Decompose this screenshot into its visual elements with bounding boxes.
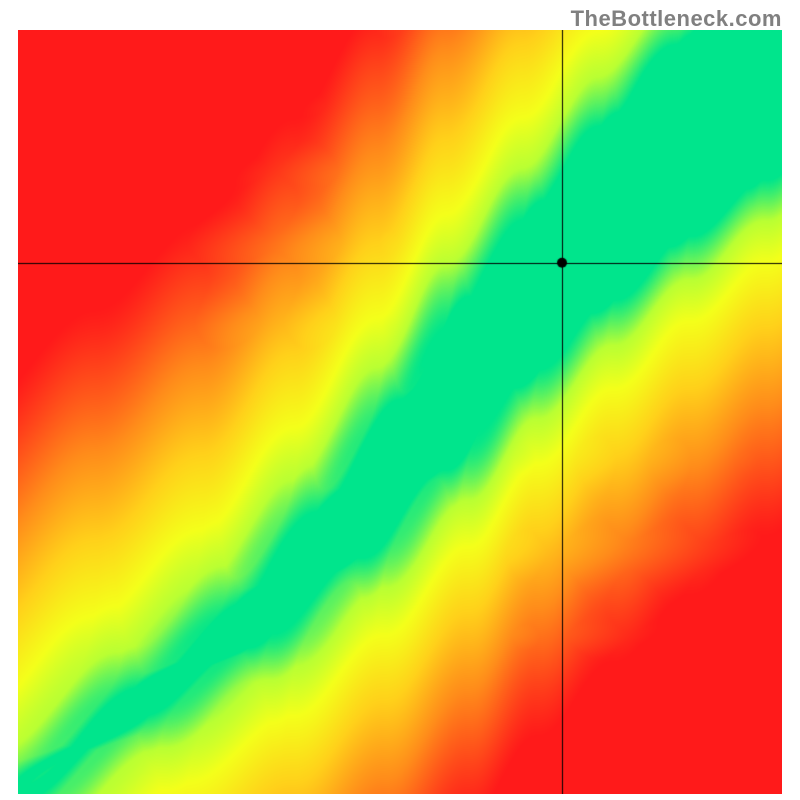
heatmap-canvas	[18, 30, 782, 794]
watermark-text: TheBottleneck.com	[571, 6, 782, 32]
chart-container	[18, 30, 782, 794]
